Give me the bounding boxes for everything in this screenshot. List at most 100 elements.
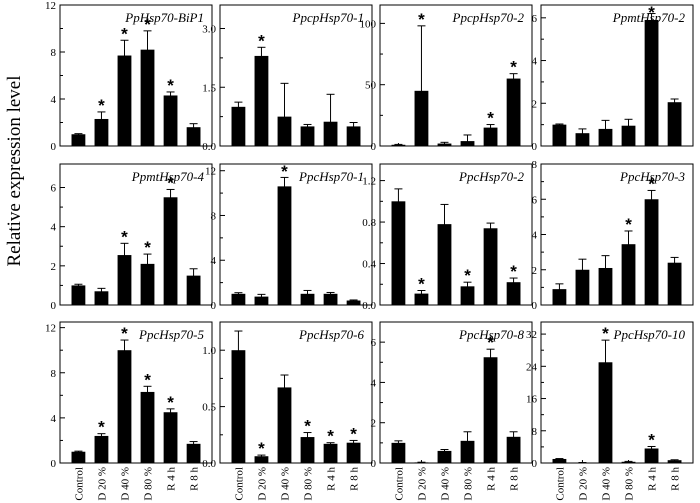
bar-r-8-h xyxy=(667,262,682,305)
panel-title: PpmtHsp70-4 xyxy=(131,169,205,184)
y-tick-label: 0 xyxy=(532,300,538,312)
panel-title: PpcpHsp70-2 xyxy=(452,10,525,25)
y-tick-label: 12 xyxy=(45,323,56,335)
y-tick-label: 0 xyxy=(211,300,217,312)
significance-star: * xyxy=(121,227,128,246)
y-tick-label: 1.5 xyxy=(202,82,216,94)
bar-r-8-h xyxy=(186,275,201,305)
panel-frame xyxy=(379,4,533,147)
significance-star: * xyxy=(350,424,357,443)
x-tick-label: D 80 % xyxy=(624,467,636,501)
significance-star: * xyxy=(144,370,151,389)
panel-frame xyxy=(59,163,213,306)
y-tick-label: 1.0 xyxy=(202,345,216,357)
x-tick-label: D 20 % xyxy=(96,467,108,501)
x-tick-label: R 4 h xyxy=(647,467,659,491)
bar-d-40 xyxy=(598,362,613,463)
y-tick-label: 16 xyxy=(526,394,538,406)
bar-r-4-h xyxy=(644,19,659,147)
y-tick-label: 0 xyxy=(532,458,538,470)
bar-d-40 xyxy=(437,224,452,305)
bar-d-80 xyxy=(140,263,155,305)
x-tick-label: R 4 h xyxy=(166,467,178,491)
y-tick-label: 12 xyxy=(45,0,56,12)
panel-title: PpcHsp70-5 xyxy=(138,327,204,342)
panel-ppcphsp70-1: 0.0 1.5 3.0 * PpcpHsp70-1 xyxy=(202,4,373,153)
bar-r-4-h xyxy=(483,127,498,146)
x-tick-label: R 4 h xyxy=(486,467,498,491)
panel-ppchsp70-1: 0 4 8 12 * PpcHsp70-1 xyxy=(205,162,373,312)
panel-frame xyxy=(219,4,373,147)
significance-star: * xyxy=(167,173,174,192)
y-tick-label: 4 xyxy=(51,222,57,234)
y-tick-label: 0.0 xyxy=(362,300,376,312)
panel-title: PpcHsp70-8 xyxy=(458,327,524,342)
bar-control xyxy=(552,289,567,305)
bar-d-20 xyxy=(575,133,590,146)
panel-frame xyxy=(540,4,694,147)
y-tick-label: 0.4 xyxy=(362,259,376,271)
y-tick-label: 0 xyxy=(532,141,538,153)
bar-control xyxy=(391,442,406,463)
y-tick-label: 6 xyxy=(532,194,538,206)
y-tick-label: 8 xyxy=(51,47,57,59)
significance-star: * xyxy=(648,174,655,193)
bar-d-80 xyxy=(140,391,155,463)
bar-r-8-h xyxy=(667,102,682,146)
significance-star: * xyxy=(648,3,655,22)
y-tick-label: 4 xyxy=(51,94,57,106)
panel-ppcphsp70-2: 0 50 100 * * * PpcpHsp70-2 xyxy=(360,4,533,153)
bar-control xyxy=(231,293,246,305)
y-tick-label: 2 xyxy=(532,98,538,110)
x-tick-label: Control xyxy=(393,467,405,501)
panel-title: PpcHsp70-2 xyxy=(458,169,524,184)
significance-star: * xyxy=(648,430,655,449)
x-tick-label: R 8 h xyxy=(670,467,682,491)
panel-frame xyxy=(379,321,533,464)
bar-control xyxy=(552,124,567,146)
y-tick-label: 4 xyxy=(51,413,57,425)
bar-r-4-h xyxy=(644,448,659,463)
bar-d-80 xyxy=(621,125,636,146)
y-tick-label: 4 xyxy=(532,56,538,68)
y-tick-label: 32 xyxy=(526,329,537,341)
bar-r-4-h xyxy=(163,197,178,305)
significance-star: * xyxy=(625,215,632,234)
panel-frame xyxy=(59,4,213,147)
bar-d-40 xyxy=(117,55,132,146)
bar-d-40 xyxy=(598,267,613,305)
bar-control xyxy=(231,350,246,463)
bar-r-4-h xyxy=(323,443,338,463)
significance-star: * xyxy=(464,266,471,285)
y-tick-label: 24 xyxy=(526,361,538,373)
bar-r-8-h xyxy=(506,282,521,305)
significance-star: * xyxy=(98,96,105,115)
x-tick-label: D 40 % xyxy=(119,467,131,501)
significance-star: * xyxy=(98,418,105,437)
y-tick-label: 2 xyxy=(51,261,57,273)
bar-r-8-h xyxy=(186,127,201,146)
bar-r-4-h xyxy=(323,293,338,305)
bar-r-8-h xyxy=(346,126,361,146)
significance-star: * xyxy=(487,333,494,352)
bar-d-20 xyxy=(254,55,269,146)
bar-d-20 xyxy=(94,118,109,146)
bar-r-4-h xyxy=(163,412,178,463)
y-tick-label: 8 xyxy=(211,210,217,222)
y-tick-label: 100 xyxy=(360,18,377,30)
bar-d-80 xyxy=(300,437,315,463)
y-tick-label: 12 xyxy=(205,166,216,178)
significance-star: * xyxy=(121,324,128,343)
y-axis-label: Relative expression level xyxy=(4,76,25,267)
bar-d-80 xyxy=(460,440,475,463)
x-tick-label: D 80 % xyxy=(143,467,155,501)
y-tick-label: 0 xyxy=(51,458,57,470)
panel-frame xyxy=(219,163,373,306)
y-tick-label: 50 xyxy=(365,80,377,92)
significance-star: * xyxy=(258,439,265,458)
bar-r-8-h xyxy=(186,443,201,463)
significance-star: * xyxy=(510,262,517,281)
y-tick-label: 4 xyxy=(371,377,377,389)
bar-control xyxy=(71,285,86,305)
